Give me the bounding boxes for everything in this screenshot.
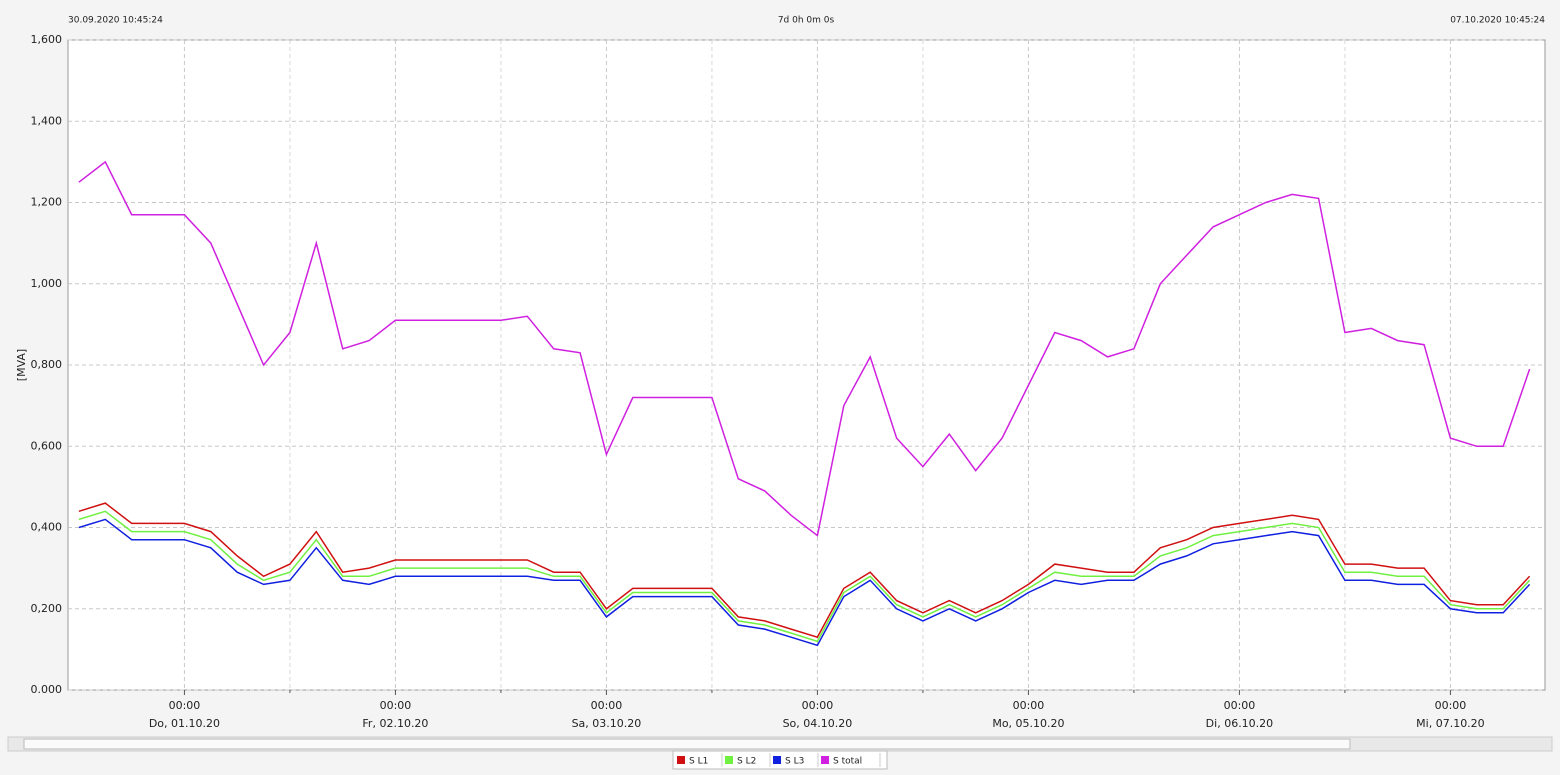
legend-swatch bbox=[725, 756, 733, 764]
y-tick-label: 1,000 bbox=[31, 277, 63, 290]
x-tick-day: Fr, 02.10.20 bbox=[362, 717, 428, 730]
y-tick-label: 0,200 bbox=[31, 602, 63, 615]
x-tick-day: So, 04.10.20 bbox=[783, 717, 853, 730]
x-tick-label: 00:00 bbox=[1224, 699, 1256, 712]
legend-label: S total bbox=[833, 757, 862, 767]
legend-swatch bbox=[677, 756, 685, 764]
x-tick-day: Mo, 05.10.20 bbox=[992, 717, 1064, 730]
x-tick-label: 00:00 bbox=[1435, 699, 1467, 712]
x-tick-day: Di, 06.10.20 bbox=[1206, 717, 1274, 730]
x-tick-label: 00:00 bbox=[169, 699, 201, 712]
header-left: 30.09.2020 10:45:24 bbox=[68, 16, 163, 26]
legend-swatch bbox=[821, 756, 829, 764]
y-tick-label: 1,200 bbox=[31, 196, 63, 209]
legend-label: S L1 bbox=[689, 757, 708, 767]
scrollbar-thumb[interactable] bbox=[23, 738, 1351, 750]
series-line bbox=[78, 518, 1531, 647]
legend-label: S L2 bbox=[737, 757, 756, 767]
legend-label: S L3 bbox=[785, 757, 804, 767]
y-tick-label: 0.000 bbox=[31, 683, 63, 696]
series-line bbox=[78, 502, 1531, 639]
x-tick-label: 00:00 bbox=[591, 699, 623, 712]
y-tick-label: 0,800 bbox=[31, 358, 63, 371]
y-tick-label: 1,600 bbox=[31, 33, 63, 46]
legend-swatch bbox=[773, 756, 781, 764]
x-tick-label: 00:00 bbox=[802, 699, 834, 712]
y-tick-label: 0,400 bbox=[31, 521, 63, 534]
x-tick-day: Do, 01.10.20 bbox=[149, 717, 220, 730]
y-tick-label: 1,400 bbox=[31, 114, 63, 127]
header-right: 07.10.2020 10:45:24 bbox=[1450, 16, 1545, 26]
header-center: 7d 0h 0m 0s bbox=[778, 16, 835, 26]
series-line bbox=[78, 510, 1531, 643]
x-tick-day: Mi, 07.10.20 bbox=[1416, 717, 1485, 730]
y-tick-label: 0,600 bbox=[31, 439, 63, 452]
y-axis-label: [MVA] bbox=[15, 349, 28, 381]
x-tick-day: Sa, 03.10.20 bbox=[572, 717, 642, 730]
series-line bbox=[78, 160, 1531, 537]
x-tick-label: 00:00 bbox=[1013, 699, 1045, 712]
x-tick-label: 00:00 bbox=[380, 699, 412, 712]
